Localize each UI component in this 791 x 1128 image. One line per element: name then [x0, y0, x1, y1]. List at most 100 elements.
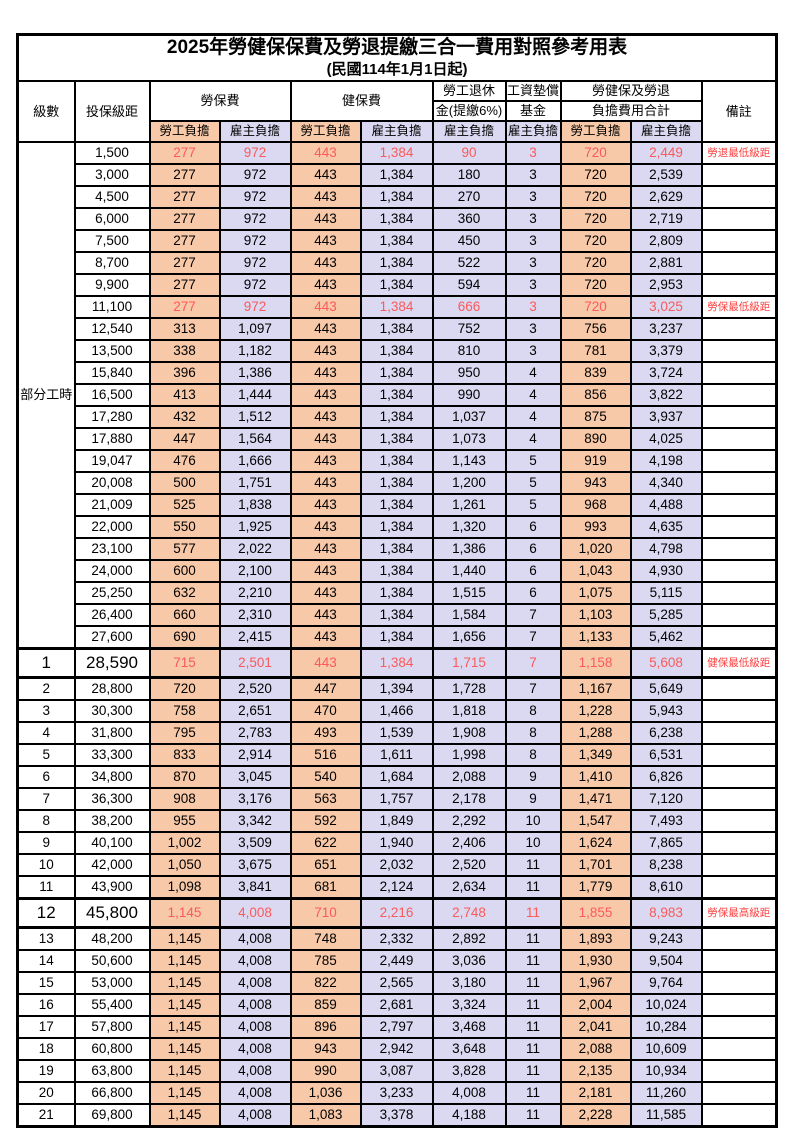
bracket-cell: 23,100	[73, 537, 151, 561]
pension-employer-cell: 3,828	[431, 1059, 507, 1083]
total-employee-cell: 1,167	[559, 676, 632, 701]
bracket-cell: 3,000	[73, 163, 151, 187]
pension-employer-cell: 2,892	[431, 926, 507, 951]
pension-employer-cell: 1,715	[431, 647, 507, 679]
remark-cell	[700, 207, 778, 231]
health-employer-cell: 1,384	[359, 537, 434, 561]
labor-employee-cell: 870	[148, 765, 221, 789]
labor-employer-cell: 1,564	[218, 427, 292, 451]
total-employer-cell: 3,724	[629, 361, 703, 385]
bracket-cell: 50,600	[73, 949, 151, 973]
total-employer-cell: 5,943	[629, 699, 703, 723]
total-employer-cell: 7,120	[629, 787, 703, 811]
table-row: 12 45,800 1,145 4,008 710 2,216 2,748 11 1,855 8,…	[16, 897, 778, 929]
health-employee-cell: 748	[289, 926, 362, 951]
health-employer-cell: 3,233	[359, 1081, 434, 1105]
health-employer-cell: 2,797	[359, 1015, 434, 1039]
total-employee-cell: 1,624	[559, 831, 632, 855]
total-employee-cell: 1,701	[559, 853, 632, 877]
bracket-cell: 60,800	[73, 1037, 151, 1061]
total-employee-cell: 781	[559, 339, 632, 363]
table-row: 7 36,300 908 3,176 563 1,757 2,178 9 1,471 7,120	[16, 787, 778, 811]
total-employer-cell: 2,809	[629, 229, 703, 253]
total-employee-cell: 1,075	[559, 581, 632, 605]
pension-employer-cell: 3,324	[431, 993, 507, 1017]
labor-employer-cell: 3,342	[218, 809, 292, 833]
total-employee-cell: 1,349	[559, 743, 632, 767]
total-employee-cell: 1,967	[559, 971, 632, 995]
bracket-cell: 38,200	[73, 809, 151, 833]
table-row: 2 28,800 720 2,520 447 1,394 1,728 7 1,167 5,649	[16, 676, 778, 701]
total-employee-cell: 856	[559, 383, 632, 407]
total-employer-cell: 5,285	[629, 603, 703, 627]
health-employee-cell: 443	[289, 427, 362, 451]
bracket-cell: 15,840	[73, 361, 151, 385]
total-employee-cell: 1,930	[559, 949, 632, 973]
labor-employee-cell: 1,145	[148, 1037, 221, 1061]
header-total-line1: 勞健保及勞退	[559, 80, 703, 102]
table-row: 3 30,300 758 2,651 470 1,466 1,818 8 1,228 5,943	[16, 699, 778, 723]
health-employer-cell: 1,384	[359, 207, 434, 231]
header-bracket: 投保級距	[73, 80, 151, 143]
wage-fund-employer-cell: 8	[504, 743, 562, 767]
labor-employer-cell: 3,509	[218, 831, 292, 855]
health-employer-cell: 1,384	[359, 295, 434, 319]
bracket-cell: 9,900	[73, 273, 151, 297]
labor-employer-cell: 4,008	[218, 1015, 292, 1039]
table-row: 24,000 600 2,100 443 1,384 1,440 6 1,043 4,930	[18, 559, 778, 583]
bracket-cell: 43,900	[73, 875, 151, 900]
labor-employee-cell: 277	[148, 295, 221, 319]
health-employee-cell: 540	[289, 765, 362, 789]
labor-employee-cell: 277	[148, 229, 221, 253]
remark-cell	[700, 787, 778, 811]
bracket-cell: 13,500	[73, 339, 151, 363]
total-employee-cell: 1,547	[559, 809, 632, 833]
health-employer-cell: 1,384	[359, 471, 434, 495]
header-total-line2: 負擔費用合計	[559, 100, 703, 122]
labor-employer-cell: 4,008	[218, 1059, 292, 1083]
table-row: 8,700 277 972 443 1,384 522 3 720 2,881	[18, 251, 778, 275]
health-employee-cell: 447	[289, 676, 362, 701]
total-employer-cell: 6,238	[629, 721, 703, 745]
remark-cell	[700, 765, 778, 789]
health-employer-cell: 3,378	[359, 1103, 434, 1128]
pension-employer-cell: 810	[431, 339, 507, 363]
total-employee-cell: 2,181	[559, 1081, 632, 1105]
table-row: 4,500 277 972 443 1,384 270 3 720 2,629	[18, 185, 778, 209]
title-row: 2025年勞健保保費及勞退提繳三合一費用對照參考用表 (民國114年1月1日起)	[16, 33, 778, 82]
wage-fund-employer-cell: 11	[504, 1103, 562, 1128]
level-cell: 12	[16, 897, 76, 929]
remark-cell	[700, 926, 778, 951]
table-row: 20 66,800 1,145 4,008 1,036 3,233 4,008 11 2,181…	[16, 1081, 778, 1105]
table-row: 8 38,200 955 3,342 592 1,849 2,292 10 1,547 7,493	[16, 809, 778, 833]
total-employer-cell: 8,983	[629, 897, 703, 929]
health-employee-cell: 470	[289, 699, 362, 723]
pension-employer-cell: 180	[431, 163, 507, 187]
health-employer-cell: 1,384	[359, 383, 434, 407]
health-employer-cell: 2,332	[359, 926, 434, 951]
remark-cell	[700, 831, 778, 855]
wage-fund-employer-cell: 10	[504, 831, 562, 855]
health-employee-cell: 443	[289, 493, 362, 517]
pension-employer-cell: 1,998	[431, 743, 507, 767]
health-employer-cell: 1,384	[359, 141, 434, 165]
total-employer-cell: 5,462	[629, 625, 703, 650]
total-employer-cell: 4,025	[629, 427, 703, 451]
level-cell: 6	[16, 765, 76, 789]
pension-employer-cell: 1,515	[431, 581, 507, 605]
bracket-cell: 8,700	[73, 251, 151, 275]
health-employer-cell: 1,384	[359, 339, 434, 363]
bracket-cell: 21,009	[73, 493, 151, 517]
pension-employer-cell: 3,648	[431, 1037, 507, 1061]
health-employer-cell: 1,611	[359, 743, 434, 767]
health-employer-cell: 2,124	[359, 875, 434, 900]
level-cell: 8	[16, 809, 76, 833]
bracket-cell: 16,500	[73, 383, 151, 407]
remark-cell	[700, 471, 778, 495]
health-employee-cell: 443	[289, 625, 362, 650]
health-employer-cell: 2,565	[359, 971, 434, 995]
level-cell: 5	[16, 743, 76, 767]
level-cell: 1	[16, 647, 76, 679]
level-cell: 19	[16, 1059, 76, 1083]
pension-employer-cell: 1,320	[431, 515, 507, 539]
